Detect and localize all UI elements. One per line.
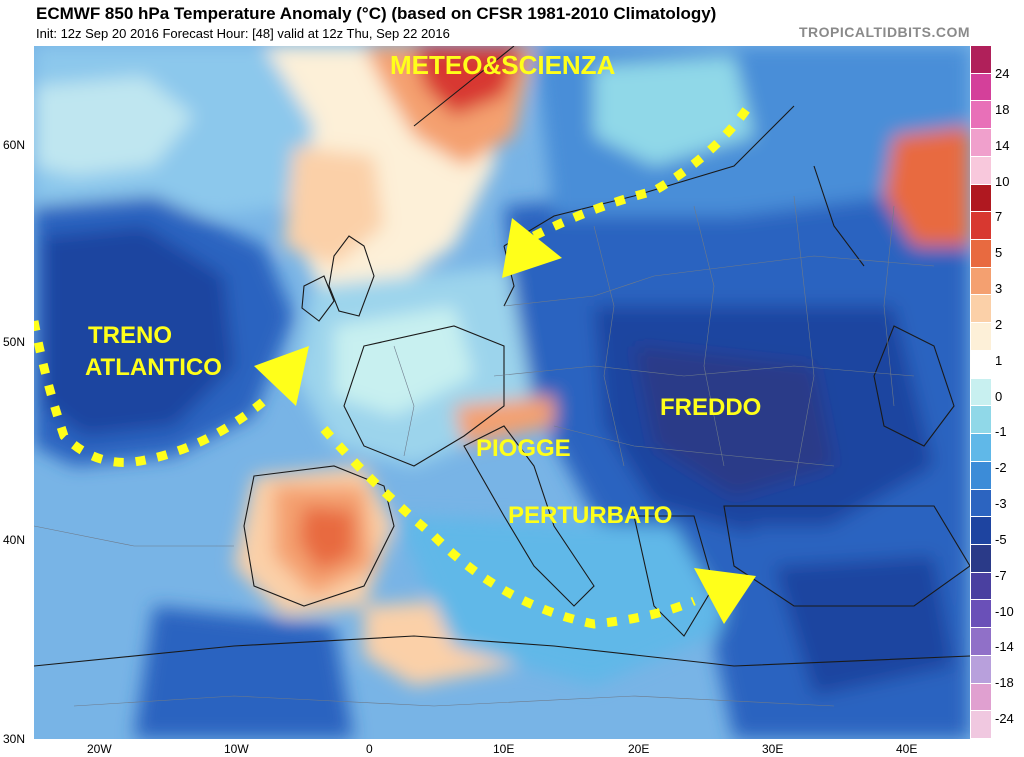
colorbar-tick-label: -5	[995, 531, 1007, 547]
colorbar-swatch	[971, 683, 991, 712]
brand-watermark: TROPICALTIDBITS.COM	[798, 24, 970, 40]
colorbar-swatch	[971, 711, 991, 739]
colorbar-tick-label: 0	[995, 388, 1003, 404]
chart-subtitle: Init: 12z Sep 20 2016 Forecast Hour: [48…	[36, 26, 450, 41]
colorbar-tick-label: -2	[995, 460, 1007, 476]
colorbar-tick-label: -7	[995, 567, 1007, 583]
colorbar-swatch	[971, 517, 991, 545]
colorbar-swatch	[971, 461, 991, 490]
lon-label-10e: 10E	[493, 742, 515, 756]
colorbar-swatch	[971, 46, 991, 74]
lat-label-40n: 40N	[3, 533, 26, 547]
colorbar-swatch	[971, 267, 991, 296]
lon-label-0: 0	[366, 742, 373, 756]
colorbar-tick-label: -24	[995, 711, 1014, 726]
colorbar-swatch	[971, 295, 991, 324]
colorbar-swatch	[971, 544, 991, 573]
lat-label-50n: 50N	[3, 335, 26, 349]
colorbar-swatch	[971, 184, 991, 213]
lon-label-20w: 20W	[87, 742, 112, 756]
colorbar-swatch	[971, 406, 991, 435]
lat-label-60n: 60N	[3, 138, 26, 152]
colorbar-tick-label: 18	[995, 101, 1010, 117]
dotted-arrows	[34, 103, 753, 629]
colorbar-tick-label: 14	[995, 137, 1010, 153]
colorbar-tick-label: 10	[995, 173, 1010, 189]
colorbar-swatch	[971, 434, 991, 462]
map-canvas	[34, 46, 970, 739]
colorbar-swatch	[971, 240, 991, 268]
colorbar-tick-label: -10	[995, 603, 1014, 619]
colorbar-swatch	[971, 572, 991, 601]
colorbar-swatch	[971, 73, 991, 102]
arrow-heads	[254, 218, 756, 624]
label-atlantico: ATLANTICO	[85, 354, 222, 381]
label-treno: TRENO	[88, 322, 172, 349]
label-piogge: PIOGGE	[476, 435, 571, 462]
anomaly-shading	[34, 46, 970, 739]
lat-label-30n: 30N	[3, 732, 26, 746]
colorbar-tick-label: 2	[995, 316, 1003, 332]
colorbar-swatch	[971, 600, 991, 629]
colorbar-tick-label: 24	[995, 66, 1010, 81]
colorbar-swatch	[971, 101, 991, 130]
anomaly-map	[34, 46, 970, 739]
colorbar-tick-label: -18	[995, 675, 1014, 691]
meteo-watermark: METEO&SCIENZA	[390, 50, 616, 80]
lon-label-30e: 30E	[762, 742, 784, 756]
colorbar-swatch	[971, 489, 991, 518]
chart-title: ECMWF 850 hPa Temperature Anomaly (°C) (…	[36, 4, 717, 23]
lon-label-20e: 20E	[628, 742, 650, 756]
baltic-arrowhead	[502, 218, 562, 278]
coastlines	[34, 46, 970, 667]
colorbar-swatch	[971, 350, 991, 379]
atlantic-arrowhead	[254, 346, 309, 406]
colorbar-tick-label: -1	[995, 424, 1007, 440]
colorbar-swatch	[971, 156, 991, 185]
colorbar-swatch	[971, 628, 991, 656]
colorbar-swatch	[971, 655, 991, 684]
colorbar	[971, 46, 991, 739]
colorbar-tick-label: -14	[995, 639, 1014, 655]
colorbar-tick-label: 1	[995, 352, 1003, 368]
label-perturbato: PERTURBATO	[508, 502, 673, 529]
lon-label-10w: 10W	[224, 742, 249, 756]
colorbar-tick-label: 7	[995, 209, 1003, 225]
colorbar-swatch	[971, 129, 991, 157]
label-freddo: FREDDO	[660, 394, 762, 421]
mediterranean-arrowhead	[694, 568, 756, 624]
lon-label-40e: 40E	[896, 742, 918, 756]
colorbar-tick-label: 3	[995, 281, 1003, 296]
chart-header: ECMWF 850 hPa Temperature Anomaly (°C) (…	[0, 0, 1024, 46]
colorbar-swatch	[971, 323, 991, 351]
colorbar-tick-label: 5	[995, 245, 1003, 261]
colorbar-swatch	[971, 378, 991, 407]
colorbar-tick-label: -3	[995, 496, 1007, 511]
mediterranean-arrow-path	[320, 426, 696, 629]
country-borders	[34, 195, 935, 707]
colorbar-swatch	[971, 212, 991, 241]
